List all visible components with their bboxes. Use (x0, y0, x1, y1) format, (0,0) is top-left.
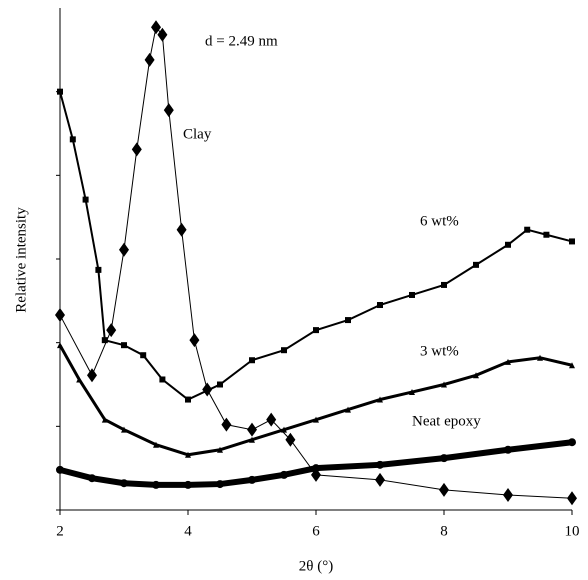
marker (101, 337, 108, 344)
x-tick-label: 4 (184, 523, 192, 539)
marker (543, 231, 550, 238)
marker (345, 317, 351, 324)
marker (280, 470, 288, 479)
x-tick-label: 10 (565, 523, 580, 539)
marker (176, 222, 187, 237)
marker (106, 323, 117, 338)
marker (55, 308, 65, 323)
marker (377, 302, 383, 309)
marker (313, 327, 319, 334)
marker (503, 487, 513, 502)
marker (505, 358, 511, 365)
marker (56, 465, 64, 474)
annotation: Neat epoxy (412, 413, 481, 429)
annotation: 6 wt% (420, 213, 459, 229)
marker (189, 333, 200, 348)
marker (57, 88, 63, 95)
marker (101, 416, 108, 423)
marker (247, 422, 257, 437)
marker (567, 491, 577, 506)
marker (473, 261, 479, 268)
marker (88, 474, 96, 483)
marker (120, 479, 128, 488)
marker (376, 460, 384, 469)
marker (140, 352, 147, 359)
marker (505, 241, 511, 248)
marker (281, 347, 287, 354)
marker (440, 454, 448, 463)
marker (537, 354, 543, 361)
marker (439, 482, 449, 497)
marker (152, 480, 160, 489)
marker (409, 291, 415, 298)
marker (95, 266, 102, 273)
annotation: 3 wt% (420, 343, 459, 359)
marker (151, 20, 161, 35)
marker (285, 432, 296, 447)
marker (185, 451, 191, 458)
marker (569, 362, 575, 369)
marker (313, 416, 319, 423)
marker (153, 441, 159, 448)
marker (312, 464, 320, 473)
y-axis-label: Relative intensity (13, 207, 29, 313)
marker (221, 417, 232, 432)
x-tick-label: 2 (56, 523, 64, 539)
marker (248, 475, 256, 484)
marker (217, 381, 223, 388)
marker (377, 396, 383, 403)
series-line (59, 26, 573, 499)
marker (121, 426, 127, 433)
marker (345, 406, 351, 413)
series-line (58, 344, 573, 457)
annotation: Clay (183, 126, 212, 142)
marker (163, 103, 174, 118)
x-tick-label: 8 (440, 523, 448, 539)
marker (249, 436, 255, 443)
marker (157, 27, 168, 42)
marker (504, 445, 512, 454)
x-tick-label: 6 (312, 523, 320, 539)
annotation: d = 2.49 nm (205, 33, 278, 49)
series-line (59, 91, 573, 401)
marker (144, 52, 155, 67)
marker (281, 426, 287, 433)
marker (131, 142, 142, 157)
marker (76, 376, 83, 383)
marker (569, 238, 575, 245)
marker (568, 438, 576, 447)
marker (409, 389, 415, 396)
marker (266, 412, 277, 427)
marker (249, 357, 255, 364)
marker (217, 446, 223, 453)
marker (441, 381, 447, 388)
marker (87, 368, 97, 383)
marker (119, 242, 129, 257)
x-axis-label: 2θ (°) (299, 558, 333, 574)
marker (375, 472, 385, 487)
marker (524, 226, 531, 233)
marker (184, 480, 192, 489)
marker (121, 342, 127, 349)
marker (185, 396, 191, 403)
marker (473, 372, 479, 379)
marker (216, 480, 224, 489)
marker (57, 342, 63, 349)
marker (82, 196, 89, 203)
marker (159, 376, 166, 383)
marker (69, 136, 76, 143)
marker (441, 281, 447, 288)
